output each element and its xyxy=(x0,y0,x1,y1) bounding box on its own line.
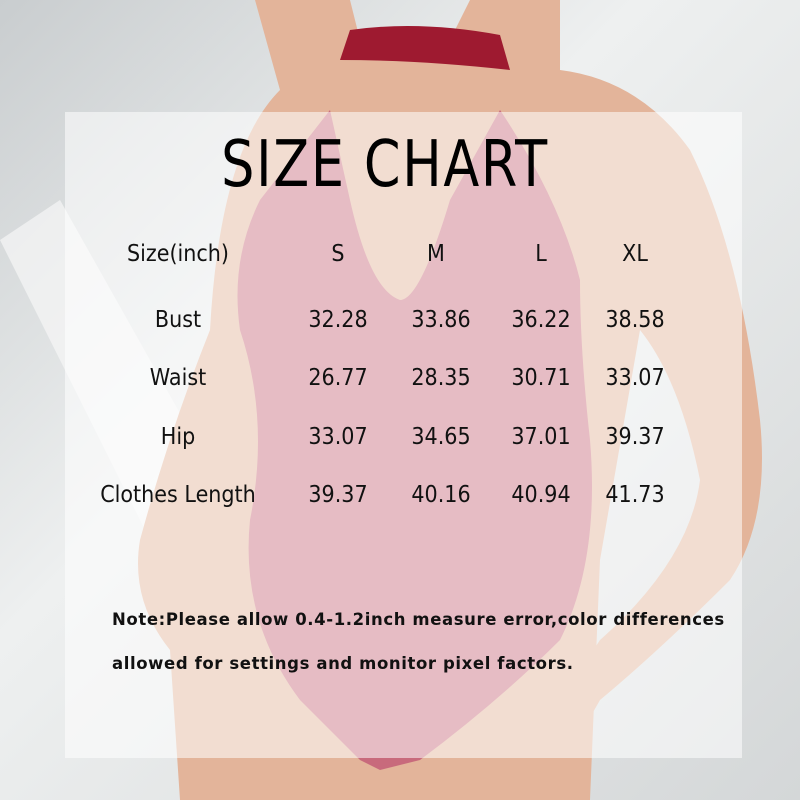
row-label: Waist xyxy=(149,365,207,391)
table-cell: 33.07 xyxy=(308,424,368,450)
table-cell: 41.73 xyxy=(605,482,665,508)
header-s: S xyxy=(331,241,345,267)
note-line-2: allowed for settings and monitor pixel f… xyxy=(112,654,574,673)
header-m: M xyxy=(427,241,445,267)
chart-title: SIZE CHART xyxy=(221,128,549,202)
note-line-1: Note:Please allow 0.4-1.2inch measure er… xyxy=(112,610,725,629)
table-cell: 39.37 xyxy=(605,424,665,450)
header-size-inch: Size(inch) xyxy=(126,241,230,267)
table-cell: 36.22 xyxy=(511,307,571,333)
table-cell: 34.65 xyxy=(411,424,471,450)
table-cell: 32.28 xyxy=(308,307,368,333)
table-cell: 30.71 xyxy=(511,365,571,391)
table-cell: 37.01 xyxy=(511,424,571,450)
row-label: Bust xyxy=(154,307,202,333)
table-cell: 40.94 xyxy=(511,482,571,508)
table-cell: 33.07 xyxy=(605,365,665,391)
table-cell: 39.37 xyxy=(308,482,368,508)
row-label: Clothes Length xyxy=(100,482,256,508)
table-cell: 38.58 xyxy=(605,307,665,333)
size-chart-panel xyxy=(65,112,742,758)
table-cell: 26.77 xyxy=(308,365,368,391)
row-label: Hip xyxy=(160,424,196,450)
header-l: L xyxy=(535,241,547,267)
table-cell: 33.86 xyxy=(411,307,471,333)
table-cell: 40.16 xyxy=(411,482,471,508)
header-xl: XL xyxy=(622,241,648,267)
choker xyxy=(340,26,510,70)
table-cell: 28.35 xyxy=(411,365,471,391)
